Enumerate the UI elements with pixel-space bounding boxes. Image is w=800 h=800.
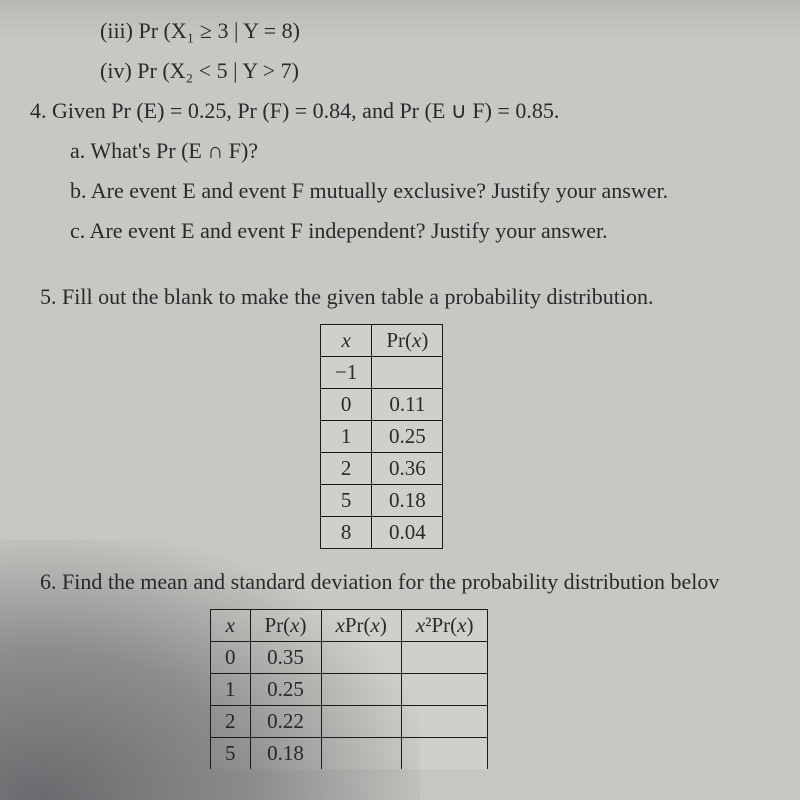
page: (iii) Pr (X₁ ≥ 3 | Y = 8) (iv) Pr (X₂ < … xyxy=(0,0,800,769)
table-row: 10.25 xyxy=(321,421,443,453)
table-row: 50.18 xyxy=(321,485,443,517)
table-header-row: x Pr(x) xPr(x) x²Pr(x) xyxy=(211,610,488,642)
table-row: 00.35 xyxy=(211,642,488,674)
table-row: 20.22 xyxy=(211,706,488,738)
q6-table: x Pr(x) xPr(x) x²Pr(x) 00.35 10.25 20.22… xyxy=(210,609,488,769)
q6-th-x: x xyxy=(211,610,251,642)
q6-th-x2prx: x²Pr(x) xyxy=(401,610,488,642)
q4-stem: 4. Given Pr (E) = 0.25, Pr (F) = 0.84, a… xyxy=(30,98,780,124)
table-row: 10.25 xyxy=(211,674,488,706)
q4-a: a. What's Pr (E ∩ F)? xyxy=(70,138,780,164)
q4-c: c. Are event E and event F independent? … xyxy=(70,218,780,244)
table-row: 00.11 xyxy=(321,389,443,421)
q6-th-prx: Pr(x) xyxy=(250,610,321,642)
q4-b: b. Are event E and event F mutually excl… xyxy=(70,178,780,204)
q5-stem: 5. Fill out the blank to make the given … xyxy=(40,284,780,310)
q6-stem: 6. Find the mean and standard deviation … xyxy=(40,569,780,595)
q6-th-xprx: xPr(x) xyxy=(321,610,401,642)
q3-iv: (iv) Pr (X₂ < 5 | Y > 7) xyxy=(100,58,780,84)
table-row: 20.36 xyxy=(321,453,443,485)
q5-th-prx: Pr(x) xyxy=(372,325,443,357)
q3-iii: (iii) Pr (X₁ ≥ 3 | Y = 8) xyxy=(100,18,780,44)
table-header-row: x Pr(x) xyxy=(321,325,443,357)
q5-table: x Pr(x) −1 00.11 10.25 20.36 50.18 80.04 xyxy=(320,324,443,549)
table-row: 80.04 xyxy=(321,517,443,549)
table-row: 50.18 xyxy=(211,738,488,770)
table-row: −1 xyxy=(321,357,443,389)
q5-th-x: x xyxy=(321,325,372,357)
